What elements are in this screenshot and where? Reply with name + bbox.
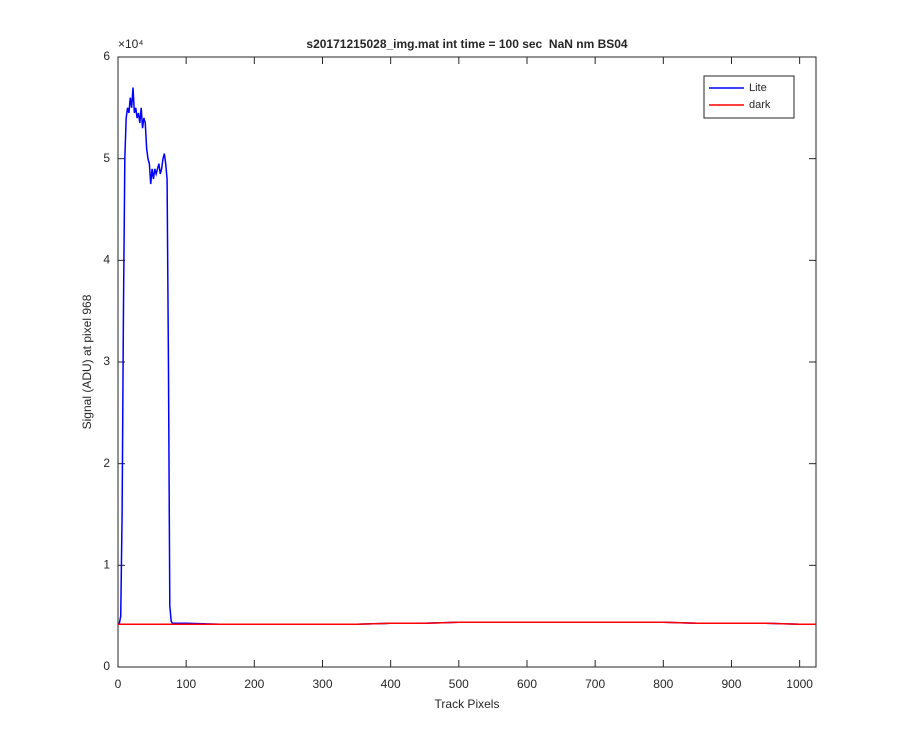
x-tick-label: 900 (721, 677, 741, 691)
plot-area (117, 56, 817, 668)
x-tick-label: 0 (115, 677, 122, 691)
x-tick-label: 500 (449, 677, 469, 691)
legend-label: dark (749, 99, 771, 111)
y-tick-label: 1 (103, 558, 110, 572)
y-tick-label: 3 (103, 354, 110, 368)
y-axis-label: Signal (ADU) at pixel 968 (80, 294, 94, 429)
legend-box (703, 75, 795, 119)
x-tick-label: 200 (244, 677, 264, 691)
x-tick-label: 300 (312, 677, 332, 691)
data-line (118, 621, 816, 626)
legend-label: Lite (749, 82, 767, 94)
x-tick-label: 100 (176, 677, 196, 691)
y-tick-label: 5 (103, 151, 110, 165)
y-tick-label: 0 (103, 659, 110, 673)
y-tick-label: 2 (103, 456, 110, 470)
x-axis-label: Track Pixels (435, 697, 500, 711)
x-tick-label: 700 (585, 677, 605, 691)
x-tick-label: 800 (653, 677, 673, 691)
chart-title: s20171215028_img.mat int time = 100 sec … (306, 37, 628, 51)
x-tick-label: 1000 (786, 677, 813, 691)
y-multiplier: ×10⁴ (118, 37, 144, 51)
x-tick-label: 600 (517, 677, 537, 691)
y-tick-label: 6 (103, 49, 110, 63)
x-tick-label: 400 (381, 677, 401, 691)
y-tick-label: 4 (103, 253, 110, 267)
